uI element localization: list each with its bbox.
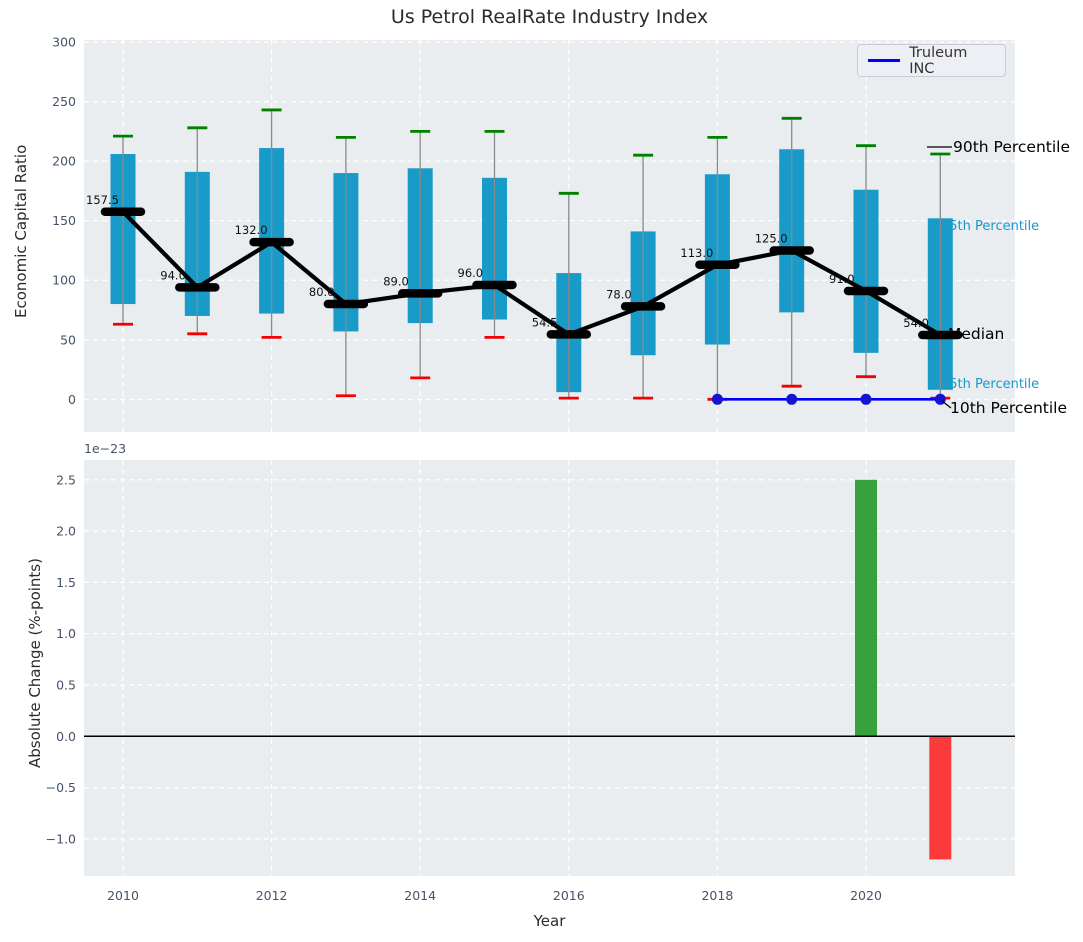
ylabel-absolute-change: Absolute Change (%-points) — [26, 558, 44, 768]
annotation-75th-percentile: 75th Percentile — [941, 219, 1039, 234]
truleum-marker-2019 — [786, 393, 798, 405]
offset-exponent-label: 1e−23 — [84, 441, 126, 456]
bottom-ytick-label: 2.5 — [56, 472, 76, 487]
bottom-ytick-label: 1.5 — [56, 575, 76, 590]
median-value-label-2018: 113.0 — [680, 246, 713, 260]
change-bar-2021 — [929, 736, 952, 860]
xtick-label-2010: 2010 — [107, 888, 139, 903]
median-value-label-2013: 80.0 — [309, 285, 335, 299]
median-value-label-2010: 157.5 — [86, 193, 119, 207]
bottom-subplot: 2.5 2.0 1.5 1.0 0.5 0.0 −0.5 −1.0 1e−23 2010 2012 2… — [46, 441, 1015, 903]
xtick-label-2014: 2014 — [404, 888, 436, 903]
median-value-label-2014: 89.0 — [383, 274, 409, 288]
annotation-10th-percentile: 10th Percentile — [950, 399, 1067, 417]
median-value-label-2012: 132.0 — [235, 223, 268, 237]
bottom-ytick-label: 2.0 — [56, 524, 76, 539]
annotation-25th-percentile: 25th Percentile — [941, 377, 1039, 392]
annotation-connector-10th — [941, 400, 952, 409]
top-ytick-label: 300 — [52, 35, 76, 50]
median-value-label-2019: 125.0 — [755, 231, 788, 245]
xtick-label-2020: 2020 — [850, 888, 882, 903]
truleum-marker-2018 — [711, 393, 723, 405]
xlabel-year: Year — [533, 912, 566, 930]
top-ytick-label: 100 — [52, 273, 76, 288]
median-value-label-2011: 94.0 — [160, 268, 186, 282]
annotation-connector-median — [937, 334, 950, 338]
annotation-median: Median — [948, 325, 1004, 343]
top-ytick-label: 150 — [52, 213, 76, 228]
median-value-label-2020: 91.0 — [829, 272, 855, 286]
median-line — [121, 210, 942, 337]
top-ytick-label: 0 — [68, 392, 76, 407]
bottom-ytick-label: −0.5 — [46, 780, 76, 795]
xtick-label-2012: 2012 — [256, 888, 288, 903]
median-value-label-2015: 96.0 — [458, 266, 484, 280]
truleum-marker-2020 — [860, 393, 872, 405]
top-subplot: 0 50 100 150 200 250 300 75th Percentile 25th Pe… — [52, 35, 1070, 432]
legend-line-sample — [868, 59, 901, 62]
ylabel-economic-capital-ratio: Economic Capital Ratio — [12, 144, 30, 318]
median-value-label-2016: 54.5 — [532, 315, 558, 329]
xtick-label-2018: 2018 — [701, 888, 733, 903]
xtick-label-2016: 2016 — [553, 888, 585, 903]
top-ytick-label: 50 — [60, 332, 76, 347]
top-ytick-label: 250 — [52, 94, 76, 109]
legend-label: Truleum INC — [909, 44, 968, 77]
bottom-ytick-label: 1.0 — [56, 626, 76, 641]
median-value-label-2017: 78.0 — [606, 287, 632, 301]
bottom-ytick-label: 0.5 — [56, 678, 76, 693]
legend: Truleum INC — [857, 44, 1006, 77]
bottom-ytick-label: −1.0 — [46, 831, 76, 846]
top-ytick-label: 200 — [52, 154, 76, 169]
annotation-90th-percentile: 90th Percentile — [953, 138, 1070, 156]
median-value-label-2021: 54.0 — [903, 316, 929, 330]
bottom-ytick-label: 0.0 — [56, 729, 76, 744]
chart-title: Us Petrol RealRate Industry Index — [390, 6, 709, 28]
change-bar-2020 — [855, 479, 877, 737]
